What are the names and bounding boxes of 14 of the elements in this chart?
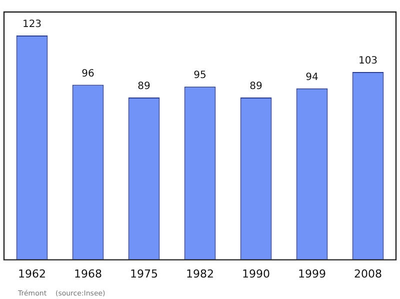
x-tick-label: 1982 [186,267,214,280]
x-tick-label: 1968 [74,267,102,280]
data-label: 89 [250,81,262,92]
x-tick-label: 1975 [130,267,158,280]
data-label: 94 [306,72,318,84]
data-label: 95 [194,70,206,82]
x-tick-label: 1999 [298,267,326,280]
x-tick-label: 1990 [242,267,270,280]
data-label: 103 [358,56,378,67]
x-tick-label: 1962 [18,267,46,280]
data-label: 89 [138,81,150,92]
data-label: 123 [22,19,42,30]
data-label: 96 [82,68,94,80]
x-tick-label: 2008 [354,267,382,280]
